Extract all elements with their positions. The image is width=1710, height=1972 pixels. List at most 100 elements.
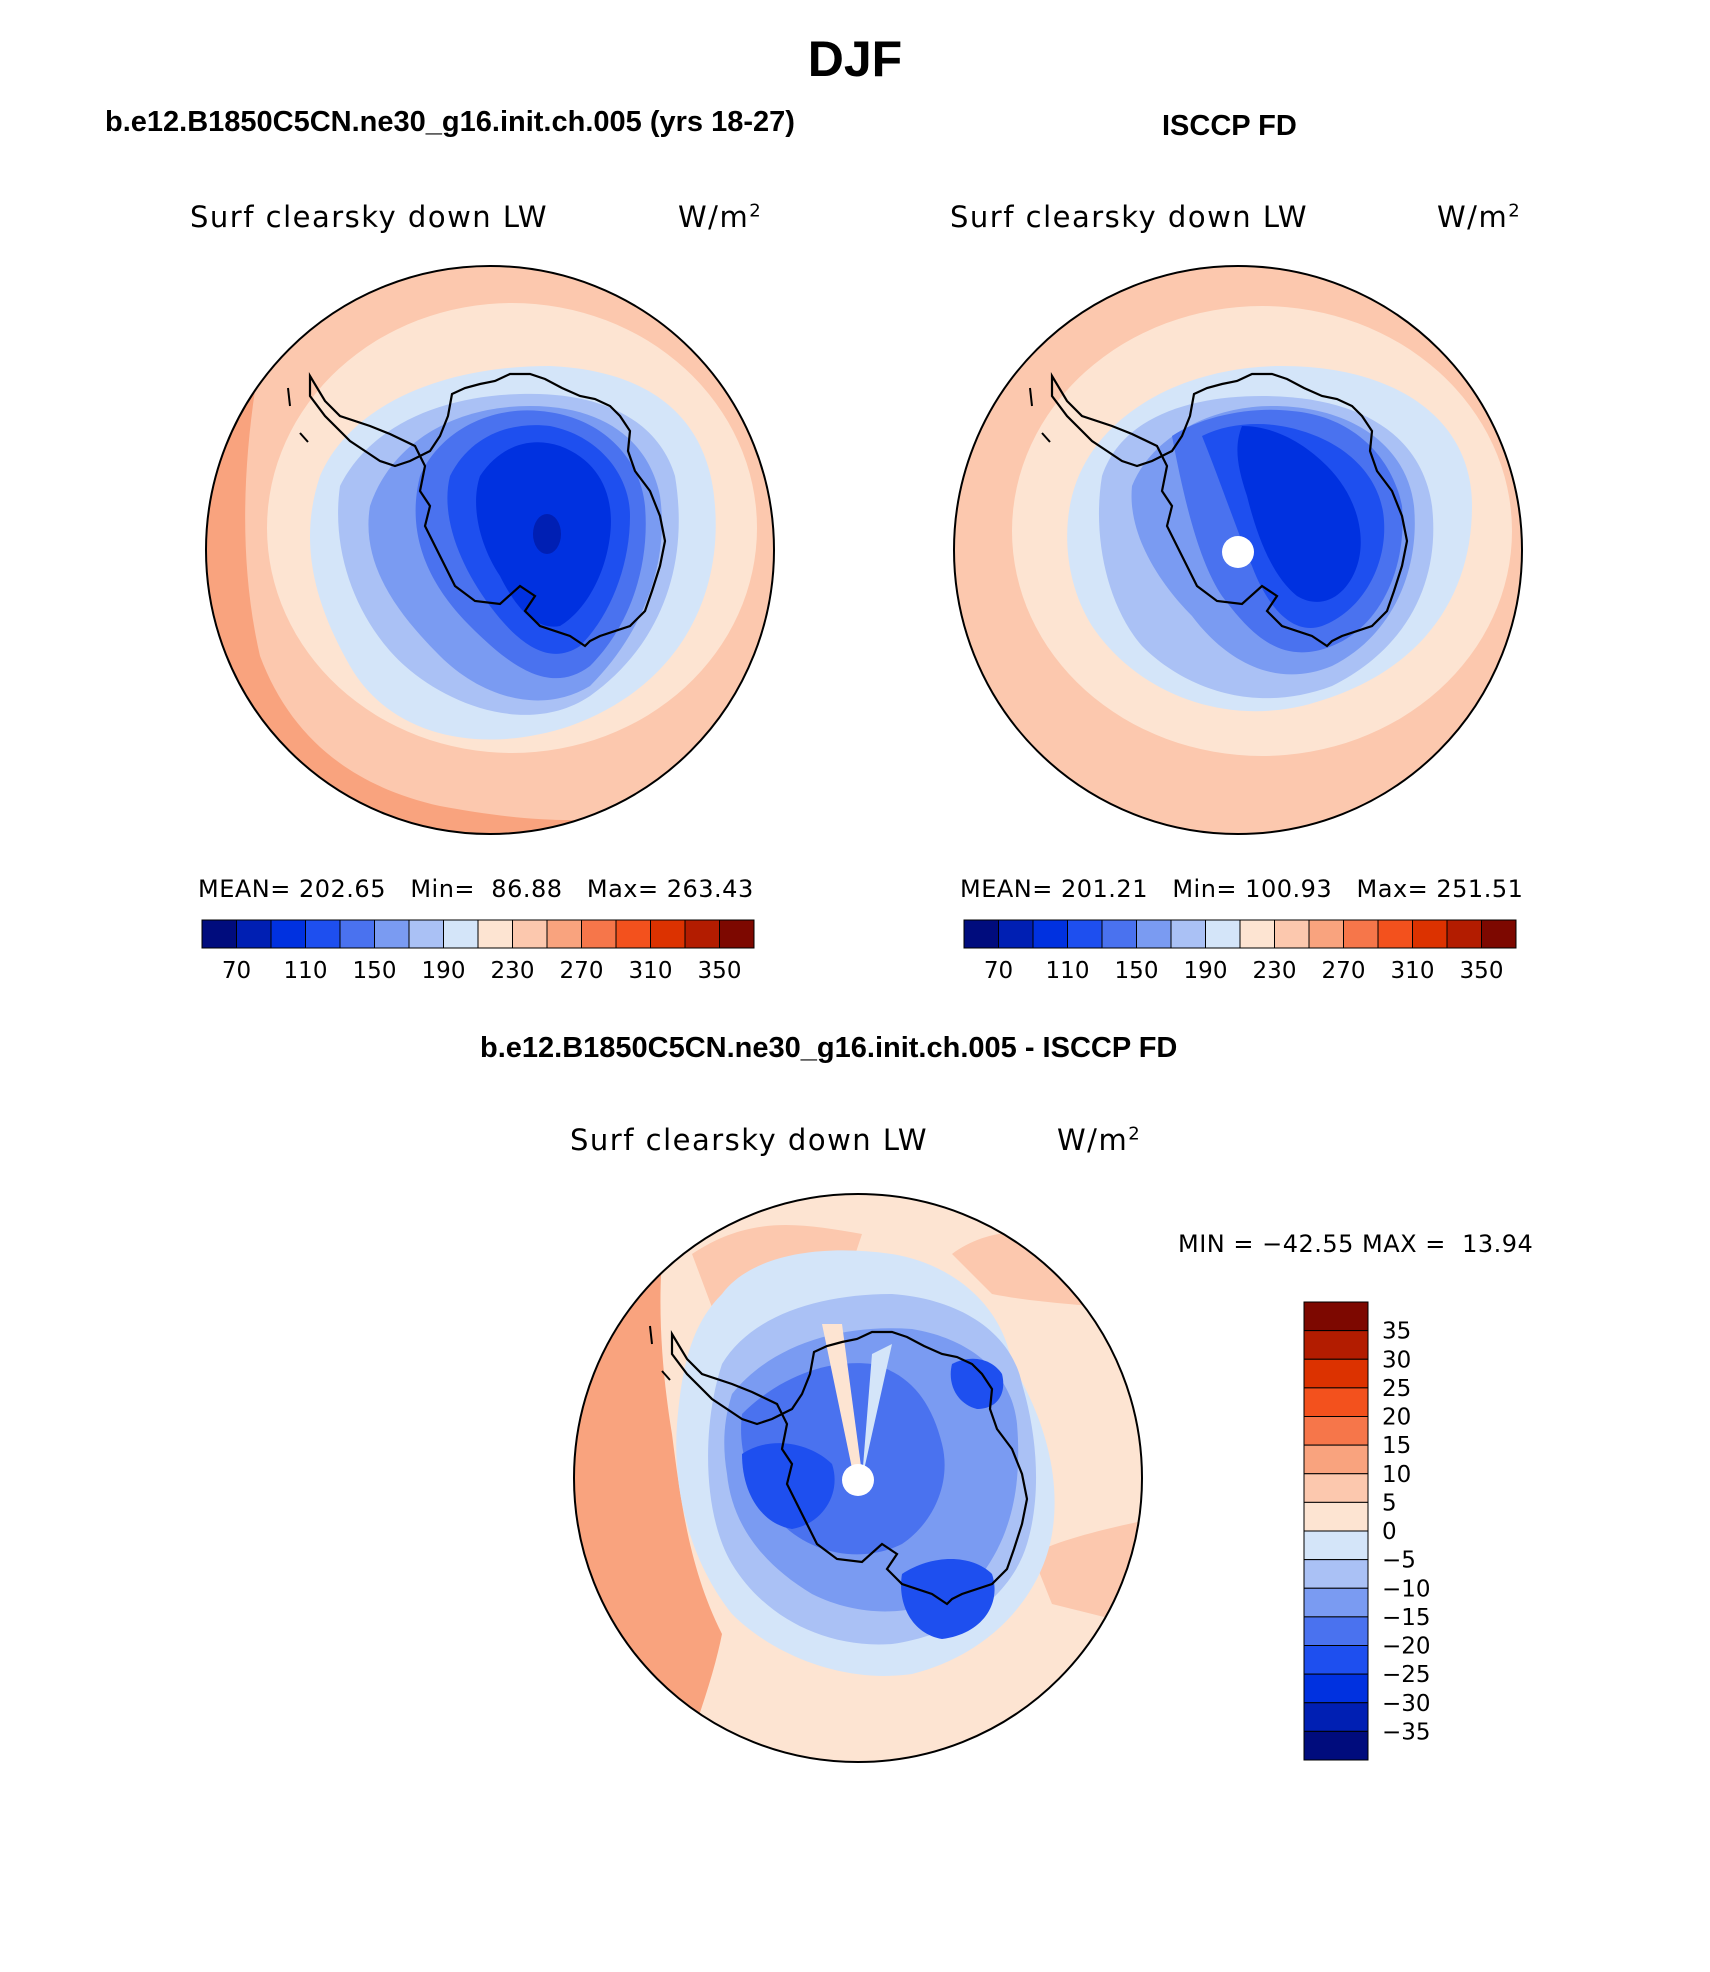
model-variable-label: Surf clearsky down LW [190, 200, 549, 234]
diff-colorbar-swatch [1303, 1645, 1369, 1675]
model-colorbar-swatch [684, 919, 720, 949]
model-peninsula-islands [206, 329, 309, 443]
obs-colorbar-swatch [1446, 919, 1482, 949]
model-colorbar-swatch [305, 919, 341, 949]
model-colorbar-swatch [408, 919, 444, 949]
obs-colorbar-tick-label: 230 [1253, 958, 1297, 984]
model-colorbar-swatch [477, 919, 513, 949]
diff-colorbar-swatch [1303, 1587, 1369, 1618]
diff-colorbar-tick-label: 30 [1382, 1347, 1411, 1373]
model-colorbar-swatch [581, 919, 617, 949]
model-colorbar-swatch [270, 919, 306, 949]
diff-colorbar-tick-label: −10 [1382, 1576, 1431, 1602]
diff-colorbar-swatch [1303, 1416, 1369, 1446]
diff-colorbar-swatch [1303, 1473, 1369, 1503]
diff-colorbar-swatch [1303, 1530, 1369, 1561]
obs-colorbar: 70 110 150 190 230 270 310 350 [963, 919, 1517, 984]
obs-colorbar-tick-label: 310 [1391, 958, 1435, 984]
diff-polar-map [573, 1193, 1143, 1763]
diff-antarctica-coast [670, 1330, 1029, 1606]
model-units-label: W/m2 [678, 200, 763, 234]
obs-colorbar-swatch [1101, 919, 1137, 949]
obs-antarctica-coast [1050, 372, 1409, 648]
model-colorbar-tick-label: 150 [353, 958, 397, 984]
obs-case-title: ISCCP FD [1162, 110, 1297, 142]
obs-field-core [1237, 426, 1361, 602]
diff-colorbar-swatch [1303, 1330, 1369, 1360]
diff-colorbar-swatch [1303, 1559, 1369, 1589]
obs-colorbar-swatch [1239, 919, 1275, 949]
model-colorbar-swatch [443, 919, 479, 949]
obs-colorbar-swatch [1136, 919, 1172, 949]
obs-colorbar-swatch [963, 919, 999, 949]
model-colorbar-tick-label: 270 [560, 958, 604, 984]
diff-colorbar-tick-label: −5 [1382, 1548, 1416, 1574]
obs-colorbar-swatch [1032, 919, 1068, 949]
diff-colorbar-swatch [1303, 1387, 1369, 1417]
obs-colorbar-tick-label: 150 [1115, 958, 1159, 984]
model-colorbar-tick-label: 230 [491, 958, 535, 984]
diff-variable-label: Surf clearsky down LW [570, 1123, 929, 1157]
model-colorbar-swatch [201, 919, 237, 949]
season-title: DJF [807, 31, 903, 87]
obs-polar-map [953, 265, 1523, 835]
model-antarctica-coast [308, 372, 667, 648]
model-colorbar-tick-label: 310 [629, 958, 673, 984]
diff-colorbar-swatch [1303, 1358, 1369, 1389]
model-colorbar-swatch [374, 919, 410, 949]
diff-colorbar-swatch [1303, 1673, 1369, 1704]
obs-colorbar-swatch [1308, 919, 1344, 949]
model-colorbar-swatch [650, 919, 686, 949]
obs-variable-label: Surf clearsky down LW [950, 200, 1309, 234]
model-stats: MEAN= 202.65 Min= 86.88 Max= 263.43 [198, 875, 754, 903]
model-colorbar-swatch [512, 919, 548, 949]
diff-colorbar-tick-label: 10 [1382, 1462, 1411, 1488]
obs-colorbar-tick-label: 350 [1460, 958, 1504, 984]
obs-colorbar-swatch [1412, 919, 1448, 949]
diff-case-title: b.e12.B1850C5CN.ne30_g16.init.ch.005 - I… [480, 1032, 1178, 1064]
diff-colorbar-tick-label: −15 [1382, 1605, 1431, 1631]
obs-colorbar-swatch [1274, 919, 1310, 949]
model-polar-map [205, 265, 775, 835]
obs-colorbar-tick-label: 190 [1184, 958, 1228, 984]
obs-colorbar-swatch [998, 919, 1034, 949]
diff-colorbar-tick-label: 0 [1382, 1519, 1397, 1545]
diff-colorbar-tick-label: −35 [1382, 1719, 1431, 1745]
obs-colorbar-swatch [1481, 919, 1517, 949]
obs-colorbar-tick-label: 70 [984, 958, 1013, 984]
model-colorbar-swatch [615, 919, 651, 949]
obs-colorbar-tick-label: 270 [1322, 958, 1366, 984]
model-map-border [205, 265, 775, 835]
diff-colorbar-tick-label: −30 [1382, 1691, 1431, 1717]
obs-colorbar-swatch [1343, 919, 1379, 949]
diff-colorbar-tick-label: 5 [1382, 1490, 1397, 1516]
model-colorbar-tick-label: 190 [422, 958, 466, 984]
model-colorbar-swatch [236, 919, 272, 949]
model-colorbar-swatch [339, 919, 375, 949]
diff-colorbar-tick-label: −20 [1382, 1634, 1431, 1660]
model-colorbar-swatch [719, 919, 755, 949]
obs-map-border [953, 265, 1523, 835]
diff-colorbar-swatch [1303, 1501, 1369, 1532]
model-field-min [533, 514, 561, 554]
obs-colorbar-swatch [1205, 919, 1241, 949]
obs-peninsula-islands [965, 329, 1051, 443]
diff-colorbar-swatch [1303, 1730, 1369, 1761]
model-colorbar-tick-label: 110 [284, 958, 328, 984]
model-colorbar: 70 110 150 190 230 270 310 350 [201, 919, 755, 984]
diff-field-cool-n25-ne [950, 1358, 1004, 1409]
diff-colorbar-swatch [1303, 1702, 1369, 1732]
model-colorbar-swatch [546, 919, 582, 949]
model-case-title: b.e12.B1850C5CN.ne30_g16.init.ch.005 (yr… [105, 106, 795, 138]
obs-colorbar-swatch [1067, 919, 1103, 949]
model-colorbar-tick-label: 350 [698, 958, 742, 984]
diff-units-label: W/m2 [1057, 1123, 1142, 1157]
diff-stats: MIN = −42.55 MAX = 13.94 [1178, 1230, 1534, 1258]
diff-colorbar-swatch [1303, 1616, 1369, 1646]
obs-colorbar-swatch [1377, 919, 1413, 949]
diff-pole-mask [842, 1464, 874, 1496]
obs-stats: MEAN= 201.21 Min= 100.93 Max= 251.51 [960, 875, 1524, 903]
diff-colorbar-tick-label: 20 [1382, 1405, 1411, 1431]
diff-map-border [573, 1193, 1143, 1763]
